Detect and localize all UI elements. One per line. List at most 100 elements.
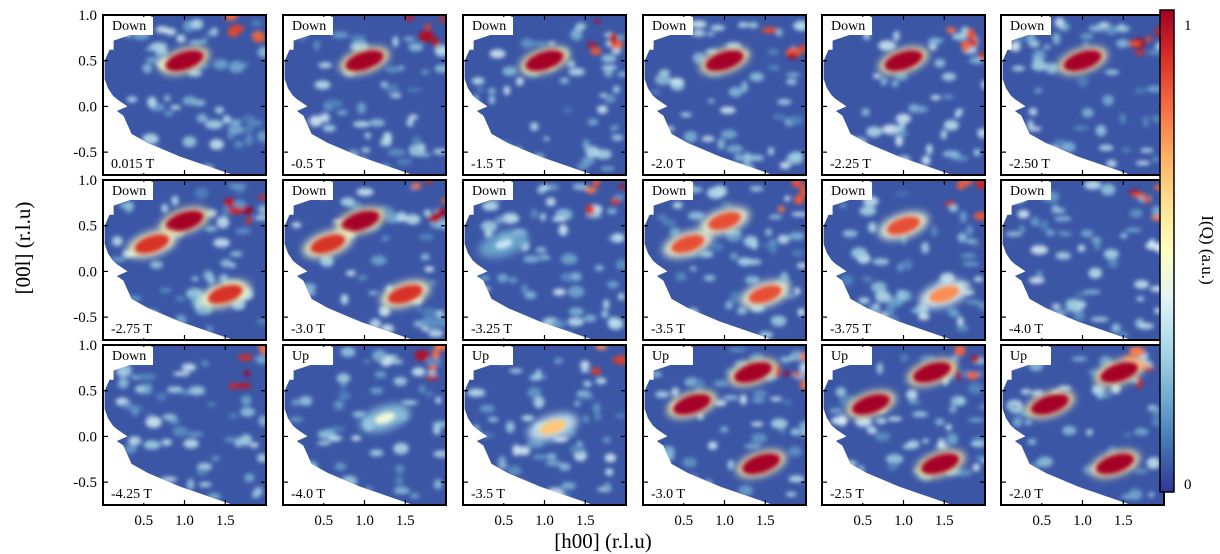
svg-text:-3.75 T: -3.75 T — [830, 322, 871, 337]
peak-spot — [1099, 361, 1139, 383]
x-tick-label: 1.5 — [216, 513, 235, 529]
panel-14: 0.5 1.0 1.5 Up -4.0 T — [282, 344, 447, 529]
sweep-direction-label: Up — [465, 347, 513, 365]
panel-8: Down -3.0 T — [282, 179, 447, 341]
x-tick-label: 1.0 — [175, 513, 194, 529]
svg-text:-0.5 T: -0.5 T — [291, 157, 325, 172]
svg-text:-1.5 T: -1.5 T — [471, 157, 505, 172]
peak-spot — [886, 216, 921, 236]
field-label: -2.5 T — [824, 483, 882, 503]
x-tick-label: 0.5 — [494, 513, 513, 529]
sweep-direction-label: Up — [285, 347, 333, 365]
panel-1: 1.0 0.5 0.0 -0.5 Down 0.015 T — [73, 8, 267, 176]
field-label: -2.0 T — [1003, 483, 1061, 503]
intensity-noise — [650, 180, 806, 339]
field-label: -2.25 T — [824, 153, 882, 173]
field-label: -3.75 T — [824, 318, 882, 338]
tick-marks — [822, 14, 985, 175]
peak-spot — [341, 210, 380, 232]
svg-text:Up: Up — [831, 349, 848, 364]
peak-spot — [345, 50, 384, 72]
peak-spot — [733, 361, 773, 383]
peak-spot — [134, 234, 170, 254]
panel-5: Down -2.25 T — [821, 14, 986, 176]
sweep-direction-label: Up — [645, 347, 693, 365]
field-label: -3.25 T — [465, 318, 523, 338]
peak-spot — [165, 50, 204, 72]
y-tick-label: 1.0 — [78, 173, 97, 189]
y-tick-label: 0.0 — [78, 429, 97, 445]
field-label: -3.5 T — [645, 318, 703, 338]
field-label: -2.0 T — [645, 153, 703, 173]
peak-spot — [495, 238, 513, 250]
y-tick-label: 1.0 — [78, 338, 97, 354]
svg-text:Down: Down — [472, 184, 506, 199]
svg-text:-2.0 T: -2.0 T — [651, 157, 685, 172]
svg-text:Down: Down — [652, 184, 686, 199]
peak-spot — [671, 234, 705, 254]
sweep-direction-label: Down — [285, 17, 333, 35]
peak-spot — [165, 210, 204, 232]
panel-15: 0.5 1.0 1.5 Up -3.5 T — [462, 344, 627, 529]
peak-spot — [884, 50, 923, 72]
peak-spot — [672, 393, 712, 415]
peak-spot — [374, 412, 396, 425]
svg-text:-3.5 T: -3.5 T — [651, 322, 685, 337]
sweep-direction-label: Down — [645, 182, 693, 200]
x-tick-label: 1.5 — [396, 513, 415, 529]
field-label: 0.015 T — [105, 153, 163, 173]
panel-11: Down -3.75 T — [821, 179, 986, 341]
svg-text:Down: Down — [1010, 184, 1044, 199]
field-label: -1.5 T — [465, 153, 523, 173]
colorbar-max-label: 1 — [1184, 18, 1192, 34]
sweep-direction-label: Up — [1003, 347, 1051, 365]
svg-text:-3.0 T: -3.0 T — [651, 487, 685, 502]
y-tick-label: 0.5 — [78, 54, 97, 70]
y-tick-label: 1.0 — [78, 8, 97, 24]
field-label: -2.50 T — [1003, 153, 1061, 173]
x-tick-label: 1.5 — [576, 513, 595, 529]
field-label: -0.5 T — [285, 153, 343, 173]
y-axis-label: [00l] (r.l.u) — [11, 202, 35, 295]
svg-text:Down: Down — [831, 19, 865, 34]
peak-spot — [207, 284, 243, 304]
svg-text:-3.25 T: -3.25 T — [471, 322, 512, 337]
sweep-direction-label: Down — [105, 347, 153, 365]
panel-9: Down -3.25 T — [462, 179, 627, 341]
panel-17: 0.5 1.0 1.5 Up -2.5 T — [821, 344, 986, 529]
x-axis-label: [h00] (r.l.u) — [554, 529, 651, 553]
svg-text:Down: Down — [1010, 19, 1044, 34]
sweep-direction-label: Down — [824, 17, 872, 35]
peak-spot — [929, 285, 960, 303]
field-label: -3.5 T — [465, 483, 523, 503]
x-tick-label: 1.0 — [894, 513, 913, 529]
peak-spot — [707, 211, 742, 231]
sweep-direction-label: Down — [105, 17, 153, 35]
svg-text:Down: Down — [112, 19, 146, 34]
panel-6: Down -2.50 T — [1000, 14, 1165, 176]
peak-spot — [310, 234, 346, 254]
data-region — [464, 15, 626, 175]
peak-spot — [912, 361, 952, 383]
data-region — [644, 15, 806, 175]
panel-7: 1.0 0.5 0.0 -0.5 Down -2.75 T — [73, 173, 267, 341]
x-tick-label: 1.0 — [355, 513, 374, 529]
x-tick-label: 0.5 — [674, 513, 693, 529]
intensity-noise — [467, 345, 626, 502]
panel-10: Down -3.5 T — [642, 179, 807, 341]
sweep-direction-label: Down — [645, 17, 693, 35]
peak-spot — [539, 419, 567, 435]
field-label: -3.0 T — [645, 483, 703, 503]
colorbar-gradient — [1159, 9, 1175, 493]
field-label: -4.0 T — [1003, 318, 1061, 338]
svg-text:Down: Down — [112, 184, 146, 199]
svg-text:Up: Up — [1010, 349, 1027, 364]
sweep-direction-label: Down — [824, 182, 872, 200]
y-tick-label: 0.0 — [78, 99, 97, 115]
intensity-noise — [472, 180, 626, 339]
svg-text:-2.50 T: -2.50 T — [1009, 157, 1050, 172]
svg-text:Down: Down — [112, 349, 146, 364]
svg-text:-3.0 T: -3.0 T — [291, 322, 325, 337]
data-region — [284, 180, 446, 340]
svg-text:-2.75 T: -2.75 T — [111, 322, 152, 337]
